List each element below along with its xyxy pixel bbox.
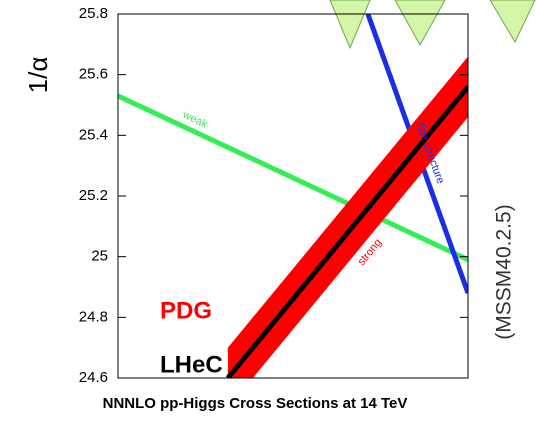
y-tick-label: 25.4 bbox=[79, 126, 108, 143]
decoration bbox=[329, 0, 371, 50]
y-tick-label: 24.6 bbox=[79, 369, 108, 386]
y-tick-label: 25.8 bbox=[79, 5, 108, 22]
side-label: (MSSM40.2.5) bbox=[493, 204, 516, 339]
y-tick-label: 24.8 bbox=[79, 308, 108, 325]
decoration bbox=[489, 0, 536, 44]
chart-title: NNNLO pp-Higgs Cross Sections at 14 TeV bbox=[103, 395, 408, 412]
error-band bbox=[227, 56, 468, 378]
y-tick-label: 25.2 bbox=[79, 187, 108, 204]
line bbox=[118, 93, 468, 262]
y-tick-label: 25.6 bbox=[79, 66, 108, 83]
y-axis-label: 1/α bbox=[23, 57, 53, 94]
decoration bbox=[394, 0, 446, 47]
annotation: LHeC bbox=[160, 351, 223, 378]
line bbox=[225, 85, 468, 378]
y-tick-label: 25 bbox=[91, 248, 108, 265]
plot-area bbox=[118, 14, 468, 378]
annotation: PDG bbox=[160, 297, 212, 324]
